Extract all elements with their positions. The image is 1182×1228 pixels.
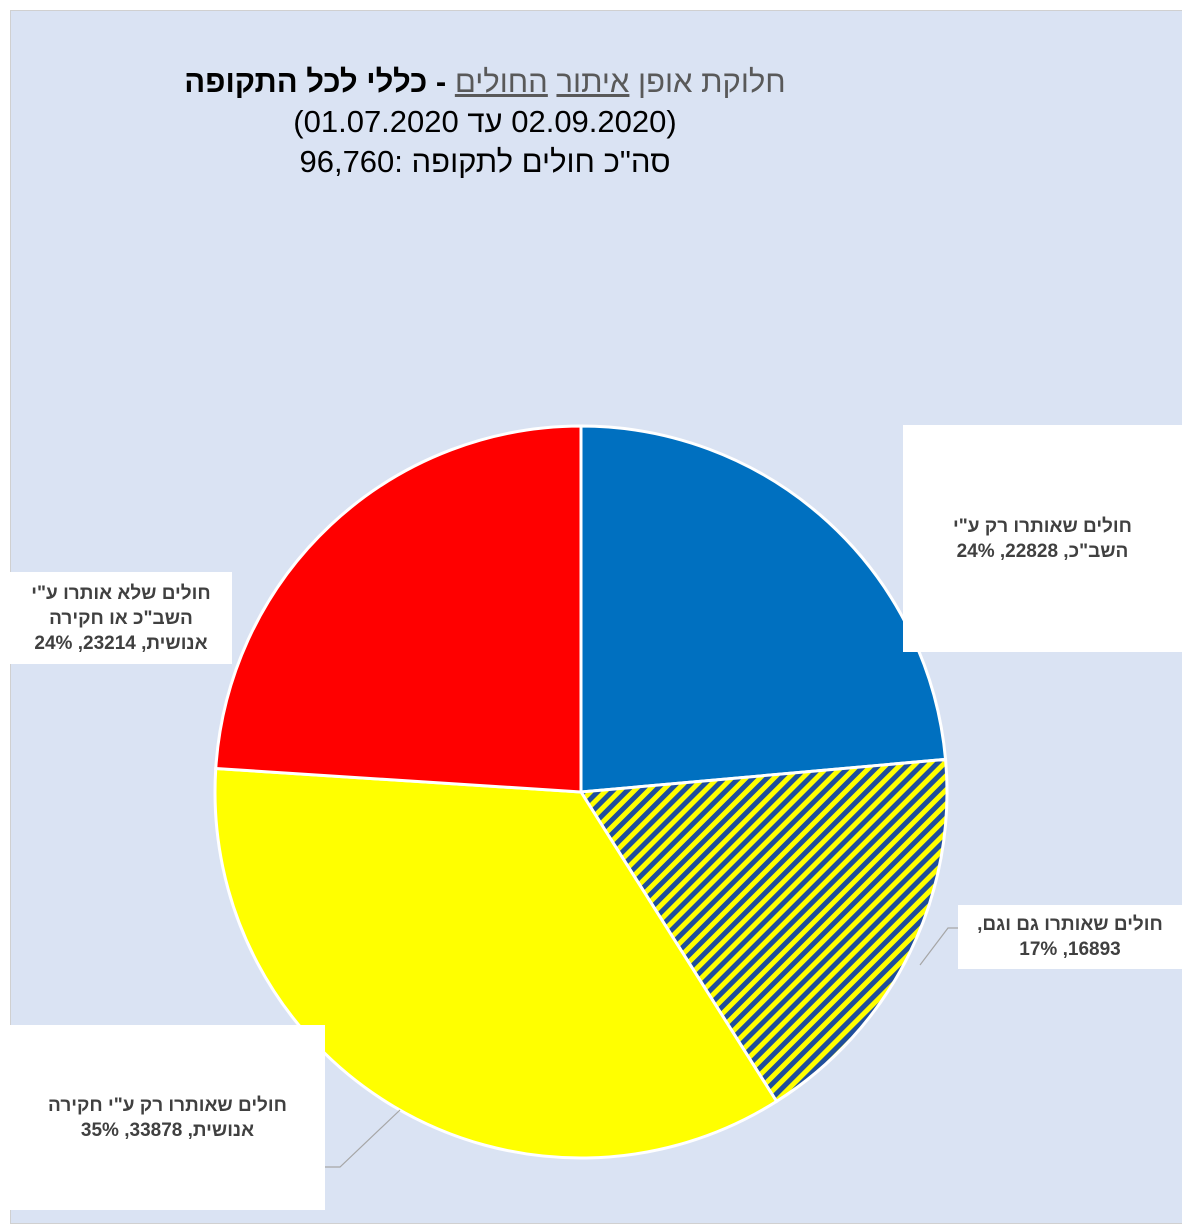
pie-slice-both: [578, 757, 949, 1104]
title-line-2: (02.09.2020 עד 01.07.2020): [293, 104, 677, 139]
title-line-1: חלוקת אופן איתור החולים - כללי לכל התקופ…: [100, 62, 870, 102]
title-part-underline-1: איתור: [556, 64, 630, 99]
chart-title: חלוקת אופן איתור החולים - כללי לכל התקופ…: [100, 62, 870, 182]
title-part-1: חלוקת אופן: [629, 64, 786, 99]
pie-slice-human-only: [213, 766, 779, 1160]
data-label-both: חולים שאותרו גם וגם, 16893, 17%: [958, 905, 1182, 969]
leader-line-human: [325, 1109, 401, 1168]
data-label-shabak-only: חולים שאותרו רק ע"י השב"כ, 22828, 24%: [903, 425, 1182, 652]
title-bold-part: כללי לכל התקופה: [184, 64, 428, 99]
data-label-human-only: חולים שאותרו רק ע"י חקירה אנושית, 33878,…: [10, 1025, 325, 1210]
leader-line-both: [919, 927, 958, 966]
title-line-3: סה"כ חולים לתקופה :96,760: [299, 144, 671, 179]
pie-slice-shabak-only: [579, 424, 948, 794]
title-dash: -: [427, 64, 455, 99]
data-label-not-located: חולים שלא אותרו ע"י השב"כ או חקירה אנושי…: [10, 572, 232, 664]
title-part-underline-2: החולים: [454, 64, 548, 99]
pie-slice-not-located: [214, 424, 583, 794]
